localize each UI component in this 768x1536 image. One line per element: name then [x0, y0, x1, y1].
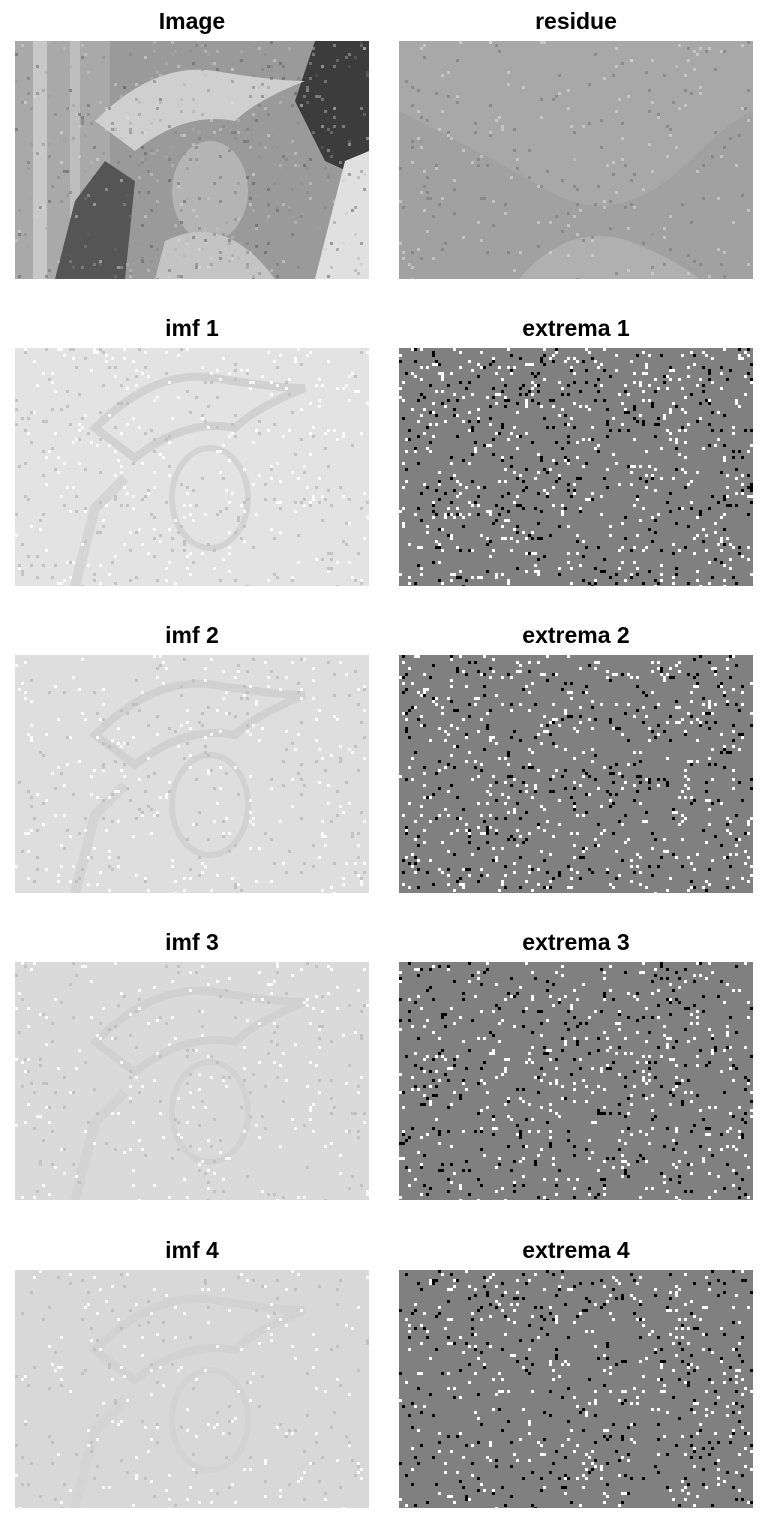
extrema-3-panel — [399, 962, 753, 1200]
title-imf-3: imf 3 — [165, 929, 219, 955]
title-residue: residue — [535, 8, 617, 34]
residue-panel — [399, 41, 753, 279]
extrema-2-panel — [399, 655, 753, 893]
imf-2-panel — [15, 655, 369, 893]
extrema-1-panel — [399, 348, 753, 586]
title-imf-1: imf 1 — [165, 315, 219, 341]
title-imf-2: imf 2 — [165, 622, 219, 648]
title-extrema-1: extrema 1 — [522, 315, 630, 341]
title-extrema-4: extrema 4 — [522, 1237, 630, 1263]
imf-1-panel — [15, 348, 369, 586]
title-image: Image — [158, 8, 226, 34]
title-extrema-2: extrema 2 — [522, 622, 630, 648]
extrema-4-panel — [399, 1270, 753, 1508]
title-imf-4: imf 4 — [165, 1237, 219, 1263]
image-panel — [15, 41, 369, 279]
imf-4-panel — [15, 1270, 369, 1508]
imf-3-panel — [15, 962, 369, 1200]
title-extrema-3: extrema 3 — [522, 929, 630, 955]
